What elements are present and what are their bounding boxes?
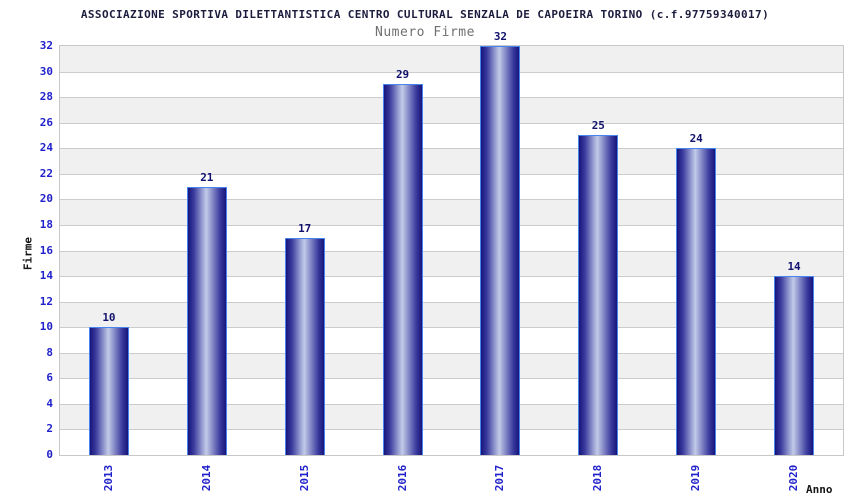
bar-value-label: 24 — [689, 132, 703, 146]
plot-band — [60, 301, 843, 328]
y-tick-label: 8 — [46, 345, 53, 359]
gridline — [60, 148, 843, 150]
y-tick-label: 28 — [39, 90, 53, 104]
bar-2013 — [88, 327, 129, 455]
y-tick-label: 0 — [46, 448, 53, 461]
bar-value-label: 29 — [395, 68, 410, 82]
gridline — [60, 199, 843, 201]
y-tick-label: 20 — [39, 192, 53, 206]
y-tick-label: 12 — [39, 294, 53, 308]
x-tick-label: 2013 — [101, 464, 115, 492]
gridline — [60, 327, 843, 329]
y-tick-label: 30 — [39, 64, 53, 78]
bar-2015 — [284, 237, 325, 455]
bar-2017 — [480, 46, 521, 455]
x-tick-label: 2016 — [395, 464, 409, 492]
gridline — [60, 276, 843, 278]
y-tick-label: 22 — [39, 166, 53, 180]
x-axis-title: Anno — [806, 483, 833, 496]
y-tick-label: 6 — [46, 371, 53, 385]
y-tick-label: 2 — [46, 422, 53, 436]
x-tick-label: 2020 — [787, 464, 801, 492]
bar-value-label: 10 — [102, 311, 116, 325]
gridline — [60, 429, 843, 431]
plot-area: 10 21 17 29 32 25 24 14 — [59, 30, 844, 456]
bar-2014 — [186, 186, 227, 455]
y-tick-label: 18 — [39, 217, 53, 231]
gridline — [60, 301, 843, 303]
plot-band — [60, 403, 843, 430]
gridline — [60, 403, 843, 405]
plot-band — [60, 199, 843, 225]
bar-2018 — [578, 135, 619, 455]
gridline — [60, 250, 843, 252]
y-tick-label: 14 — [39, 269, 53, 283]
chart-title: ASSOCIAZIONE SPORTIVA DILETTANTISTICA CE… — [80, 8, 770, 21]
bar-value-label: 32 — [493, 30, 508, 43]
x-tick-label: 2014 — [199, 464, 213, 492]
gridline — [60, 378, 843, 380]
plot-band — [60, 250, 843, 277]
gridline — [60, 173, 843, 175]
gridline — [60, 122, 843, 124]
plot-band — [60, 97, 843, 123]
x-tick-label: 2019 — [689, 464, 703, 492]
plot-band — [60, 46, 843, 72]
bar-2020 — [774, 276, 815, 455]
x-tick-label: 2018 — [591, 464, 605, 492]
gridline — [60, 352, 843, 354]
plot-band — [60, 148, 843, 174]
gridline — [60, 71, 843, 73]
plot-band — [60, 352, 843, 379]
y-tick-label: 4 — [46, 396, 53, 410]
bar-value-label: 14 — [787, 260, 801, 274]
bar-value-label: 17 — [298, 221, 312, 235]
y-tick-label: 16 — [39, 243, 53, 257]
x-tick-label: 2015 — [297, 464, 311, 492]
bar-value-label: 21 — [200, 170, 214, 184]
bar-2019 — [676, 148, 717, 455]
chart-subtitle: Numero Firme — [375, 25, 475, 40]
y-tick-label: 24 — [39, 141, 53, 155]
y-tick-label: 32 — [39, 39, 53, 52]
y-tick-label: 10 — [39, 320, 53, 334]
x-tick-label: 2017 — [493, 464, 507, 492]
bar-value-label: 25 — [591, 119, 605, 133]
y-axis-title: Firme — [21, 236, 35, 271]
gridline — [60, 224, 843, 226]
y-tick-label: 26 — [39, 115, 53, 129]
bar-2016 — [382, 84, 423, 455]
gridline — [60, 97, 843, 99]
